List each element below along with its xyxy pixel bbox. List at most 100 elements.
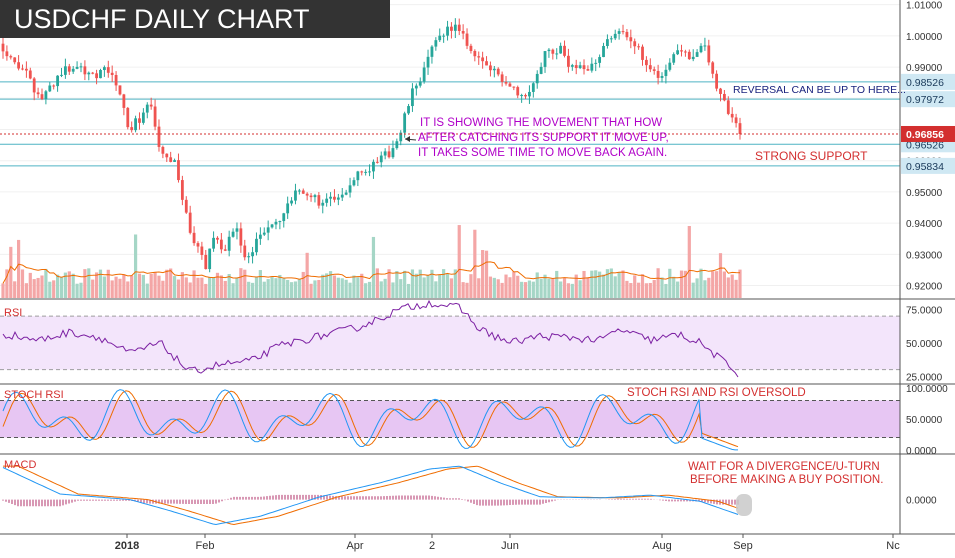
volume-bar — [613, 276, 617, 298]
volume-bar — [395, 271, 399, 298]
volume-bar — [504, 274, 508, 298]
volume-bar — [243, 269, 247, 298]
candle-body — [574, 65, 578, 69]
volume-bar — [24, 283, 28, 298]
candle-body — [157, 126, 161, 147]
volume-bar — [356, 277, 360, 298]
volume-bar — [453, 269, 457, 298]
volume-bar — [457, 225, 461, 298]
candle-body — [161, 146, 165, 154]
volume-bar — [414, 273, 418, 298]
candle-body — [325, 198, 329, 203]
volume-bar — [32, 279, 36, 298]
candle-body — [617, 31, 621, 34]
candle-body — [110, 72, 114, 75]
volume-bar — [172, 276, 177, 298]
volume-bar — [668, 268, 672, 298]
candle-body — [687, 51, 691, 60]
volume-bar — [730, 274, 734, 298]
candle-body — [594, 62, 598, 64]
volume-bar — [16, 239, 21, 298]
volume-bar — [484, 250, 489, 298]
title-box: USDCHF DAILY CHART — [0, 0, 390, 38]
candle-body — [524, 95, 527, 97]
candle-body — [485, 61, 488, 66]
stoch-k-line — [2, 389, 738, 451]
candle-body — [473, 50, 477, 57]
candle-body — [130, 127, 134, 131]
candle-body — [578, 65, 582, 69]
volume-bar — [332, 275, 337, 298]
candle-body — [219, 239, 223, 250]
volume-bar — [98, 269, 103, 298]
time-tick-label: Sep — [733, 540, 753, 552]
volume-bar — [91, 279, 95, 298]
candle-body — [414, 85, 418, 89]
candle-body — [13, 57, 17, 63]
stoch-tick-label: 100.0000 — [906, 384, 948, 395]
candle-body — [251, 252, 254, 257]
volume-bar — [375, 268, 379, 298]
stoch-tick-label: 50.0000 — [906, 415, 943, 426]
volume-bar — [598, 271, 602, 298]
price-tick-label: 0.93000 — [906, 250, 943, 261]
candle-body — [91, 72, 95, 74]
candle-body — [356, 171, 360, 181]
volume-bar — [676, 281, 680, 298]
volume-bar — [114, 276, 118, 298]
volume-bar — [48, 281, 52, 298]
candle-body — [317, 195, 321, 206]
candle-body — [399, 132, 403, 142]
candle-body — [481, 57, 485, 62]
macd-highlight-marker — [736, 494, 752, 516]
candle-body — [453, 24, 457, 31]
stoch-rsi-pane: STOCH RSI STOCH RSI AND RSI OVERSOLD 100… — [0, 383, 955, 457]
candle-body — [606, 39, 609, 46]
volume-bar — [133, 234, 138, 298]
candle-body — [528, 91, 531, 97]
volume-bar — [691, 282, 695, 298]
volume-bar — [403, 270, 407, 298]
volume-bar — [235, 277, 239, 298]
candle-body — [1, 43, 5, 52]
volume-bar — [176, 279, 181, 298]
volume-bar — [644, 283, 649, 298]
candle-body — [379, 155, 383, 163]
volume-bar — [578, 280, 582, 298]
candle-body — [75, 66, 79, 69]
volume-bar — [231, 283, 235, 298]
volume-bar — [141, 274, 145, 298]
stoch-tick-label: 0.0000 — [906, 446, 937, 457]
annotation-macd-line2: BEFORE MAKING A BUY POSITION. — [690, 474, 883, 486]
volume-bar — [438, 274, 442, 298]
volume-bar — [270, 277, 274, 298]
volume-bar — [469, 274, 473, 298]
support-resistance-levels — [0, 81, 900, 167]
candle-body — [204, 254, 208, 270]
candle-body — [633, 41, 637, 47]
volume-bar — [718, 253, 723, 298]
candle-body — [372, 161, 375, 172]
volume-bar — [722, 271, 727, 298]
candle-body — [106, 67, 110, 73]
candle-body — [118, 85, 122, 95]
candle-body — [496, 68, 500, 75]
candle-body — [40, 94, 44, 100]
volume-bar — [406, 283, 411, 298]
candle-body — [383, 151, 387, 156]
volume-bar — [36, 277, 40, 298]
stoch-rsi-label: STOCH RSI — [4, 389, 64, 401]
candle-body — [719, 88, 722, 94]
candle-body — [79, 66, 83, 68]
candle-body — [403, 113, 407, 133]
candle-body — [391, 148, 395, 158]
volume-bar — [137, 273, 142, 298]
candle-body — [48, 85, 52, 92]
volume-bar — [461, 282, 465, 298]
rsi-tick-label: 25.0000 — [906, 372, 943, 383]
volume-bar — [410, 269, 415, 298]
candle-body — [169, 157, 173, 162]
candle-body — [235, 228, 239, 232]
candle-body — [102, 67, 106, 71]
level-tag — [901, 157, 955, 174]
